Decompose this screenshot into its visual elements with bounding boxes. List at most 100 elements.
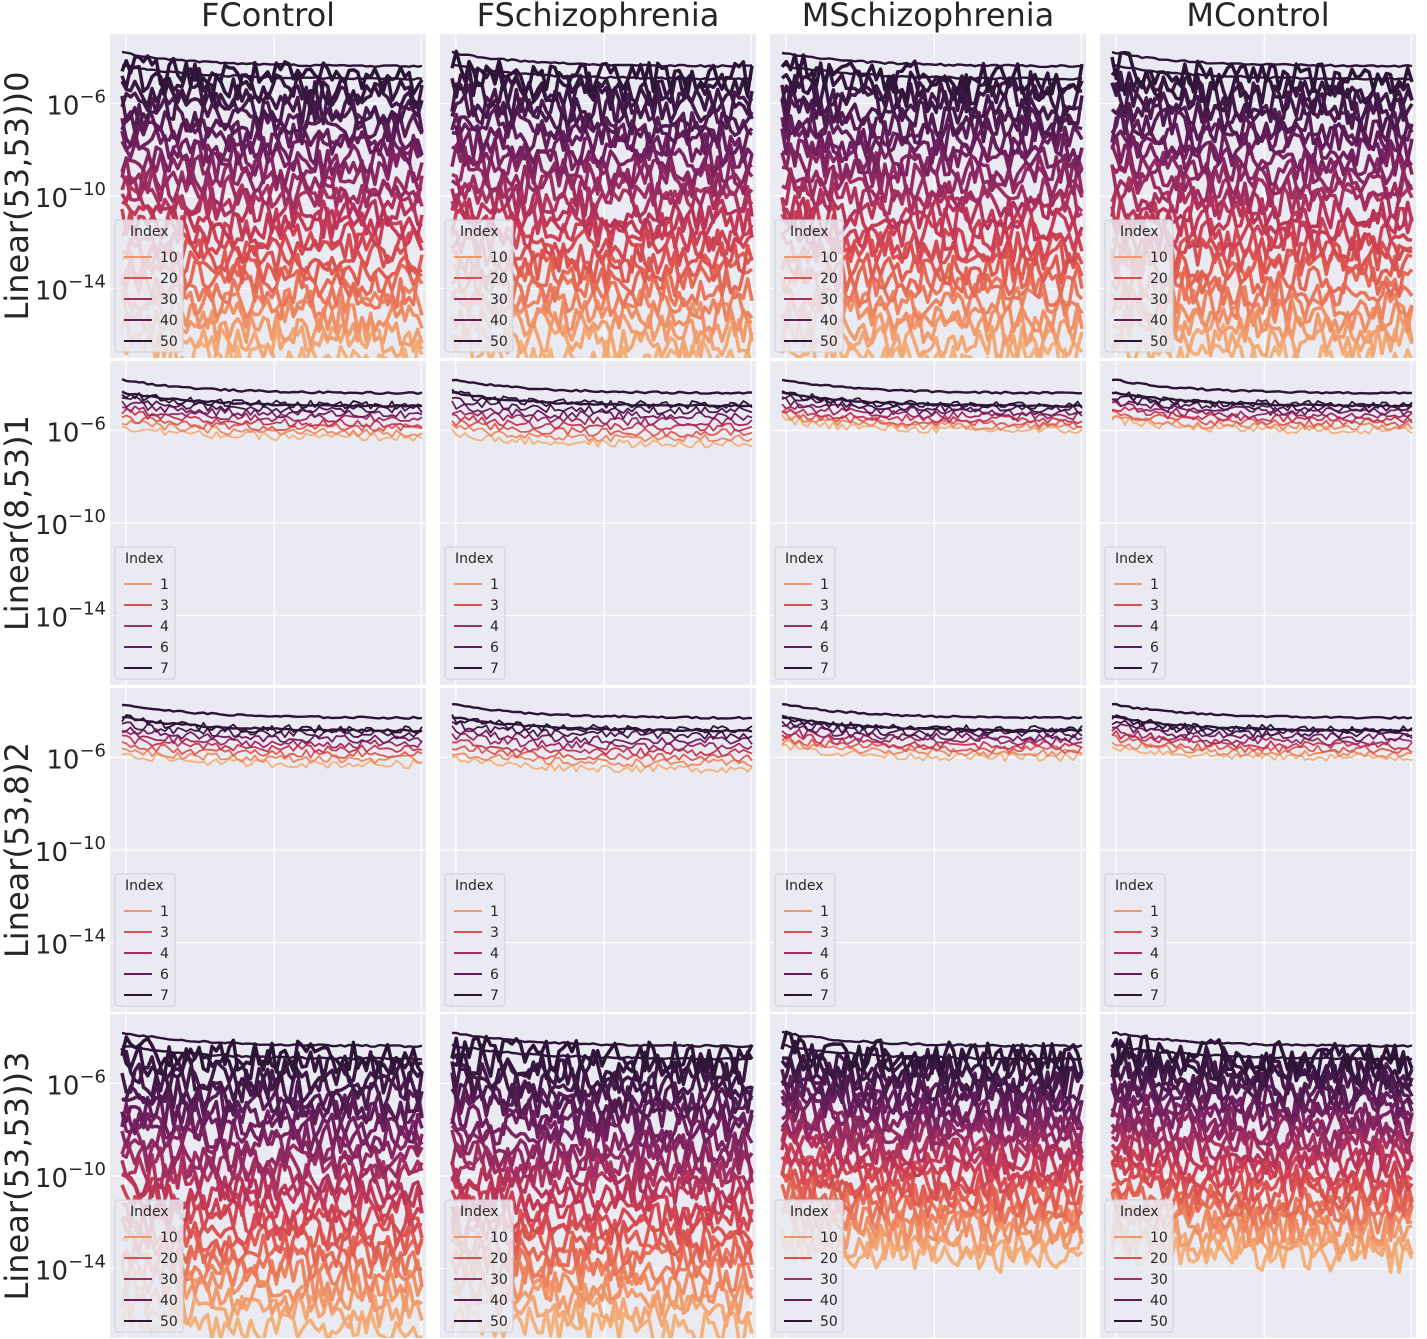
series-line <box>1111 398 1413 416</box>
series-line <box>121 414 423 433</box>
y-tick-label: 10−6 <box>46 86 106 121</box>
legend-entry: 10 <box>820 250 838 266</box>
series-line <box>451 739 753 757</box>
series-line <box>781 1065 1084 1104</box>
legend-entry: 4 <box>490 619 499 635</box>
series-line-top <box>121 50 423 69</box>
series-line <box>780 82 1084 126</box>
panel-0-2: Index 10 20 30 40 50 <box>770 34 1086 358</box>
panel-1-3: Index 1 3 4 6 7 <box>1100 361 1416 685</box>
legend-entry: 50 <box>1150 1314 1168 1330</box>
series-line-top <box>1111 50 1413 69</box>
series-line-top <box>1111 391 1413 408</box>
series-line-top <box>781 703 1083 720</box>
series-line-top <box>451 1031 753 1049</box>
series-line <box>780 1030 1084 1075</box>
legend-entry: 20 <box>1150 271 1168 287</box>
legend-entry: 3 <box>1150 925 1159 941</box>
legend-entry: 4 <box>1150 619 1159 635</box>
series-line <box>120 1102 424 1144</box>
series-line <box>120 88 424 126</box>
legend-title: Index <box>130 224 169 240</box>
series-line <box>781 396 1083 417</box>
legend-entry: 3 <box>160 925 169 941</box>
series-line <box>780 1111 1084 1157</box>
y-tick-label: 10−14 <box>35 272 106 307</box>
y-tick-label: 10−6 <box>46 1066 106 1101</box>
series-line <box>120 1043 424 1084</box>
legend-title: Index <box>125 878 164 894</box>
series-line <box>781 724 1083 743</box>
panel-2-2: Index 1 3 4 6 7 <box>770 688 1086 1012</box>
legend-entry: 1 <box>1150 904 1159 920</box>
legend-entry: 6 <box>1150 640 1159 656</box>
legend-entry: 3 <box>160 598 169 614</box>
chart-panels: Index 10 20 30 40 50 Index 10 20 30 40 50 Index 10 20 3… <box>110 34 1416 1338</box>
legend-entry: 10 <box>1150 250 1168 266</box>
legend: Index 10 20 30 40 50 <box>114 1199 184 1333</box>
panel-3-2: Index 10 20 30 40 50 <box>770 1014 1086 1338</box>
legend-entry: 50 <box>820 334 838 350</box>
legend: Index 1 3 4 6 7 <box>1104 546 1166 680</box>
series-line <box>121 741 423 759</box>
legend-entry: 20 <box>820 1251 838 1267</box>
column-title-1: FSchizophrenia <box>477 0 720 34</box>
series-line <box>451 755 753 774</box>
series-line <box>121 408 423 429</box>
legend: Index 1 3 4 6 7 <box>774 873 836 1007</box>
legend: Index 1 3 4 6 7 <box>774 546 836 680</box>
series-line <box>121 419 423 438</box>
series-line-top <box>1111 1043 1413 1061</box>
panel-1-1: Index 1 3 4 6 7 <box>440 361 756 685</box>
legend-entry: 10 <box>160 250 178 266</box>
series-line <box>121 405 423 423</box>
legend-entry: 20 <box>160 271 178 287</box>
legend-title: Index <box>790 1204 829 1220</box>
series-line-top <box>1111 378 1413 395</box>
series-line <box>780 1039 1084 1082</box>
panel-1-2: Index 1 3 4 6 7 <box>770 361 1086 685</box>
legend-entry: 40 <box>1150 313 1168 329</box>
series-line-top <box>451 1043 753 1061</box>
series-line-top <box>1111 64 1413 81</box>
series-line-top <box>781 51 1082 69</box>
series-line-top <box>781 716 1083 733</box>
legend-entry: 1 <box>160 904 169 920</box>
series-line <box>451 413 753 432</box>
series-line <box>451 725 753 745</box>
series-line <box>1110 82 1414 125</box>
legend-entry: 10 <box>490 250 508 266</box>
legend-entry: 1 <box>490 577 499 593</box>
legend-entry: 6 <box>160 967 169 983</box>
legend-title: Index <box>460 224 499 240</box>
series-line <box>1110 185 1414 232</box>
series-line <box>781 167 1084 209</box>
row-label-3: Linear(53,53))3 <box>0 1052 36 1301</box>
series-line <box>781 390 1083 410</box>
series-line <box>780 97 1083 137</box>
column-title-2: MSchizophrenia <box>802 0 1055 34</box>
legend-entry: 3 <box>1150 598 1159 614</box>
series-line <box>1111 395 1413 414</box>
series-line <box>1111 719 1413 739</box>
series-line <box>451 423 753 443</box>
legend: Index 10 20 30 40 50 <box>774 219 844 353</box>
series-line-top <box>121 390 423 408</box>
series-line <box>450 1099 754 1144</box>
panel-0-0: Index 10 20 30 40 50 <box>110 34 426 358</box>
legend-entry: 6 <box>820 640 829 656</box>
legend-entry: 4 <box>160 946 169 962</box>
series-line <box>121 395 423 414</box>
legend: Index 1 3 4 6 7 <box>114 546 176 680</box>
legend-entry: 4 <box>490 946 499 962</box>
legend-entry: 30 <box>820 292 838 308</box>
y-tick-label: 10−10 <box>35 506 106 541</box>
series-line-top <box>781 63 1083 81</box>
series-line <box>120 1111 424 1153</box>
series-line <box>781 735 1083 755</box>
series-line <box>450 1084 754 1123</box>
series-line <box>451 409 753 427</box>
legend-entry: 6 <box>160 640 169 656</box>
legend-entry: 30 <box>160 1272 178 1288</box>
